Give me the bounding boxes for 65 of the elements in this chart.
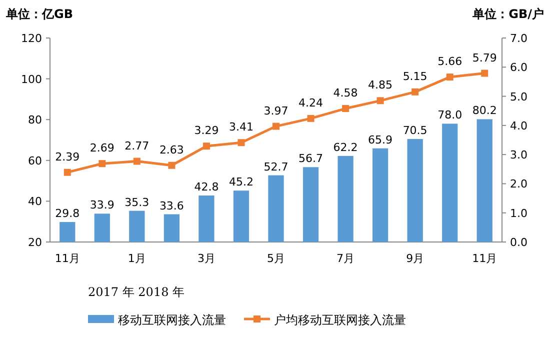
data-label: 3.29 — [194, 124, 219, 138]
x-tick-label: 5月 — [267, 252, 285, 265]
data-label: 4.85 — [368, 78, 393, 92]
point — [238, 139, 245, 146]
legend-label: 移动互联网接入流量 — [118, 313, 226, 327]
x-tick-label: 11月 — [54, 252, 80, 265]
point — [342, 105, 350, 112]
data-label: 2.39 — [55, 150, 80, 164]
y2-tick-label: 6.0 — [510, 61, 528, 74]
point — [481, 70, 488, 77]
data-label: 45.2 — [228, 176, 254, 189]
x-tick-label: 11月 — [472, 252, 498, 265]
text: 2017 年 2018 年 — [88, 285, 185, 299]
y2-tick-label: 0.0 — [510, 236, 528, 249]
data-label: 5.66 — [438, 55, 462, 68]
data-label: 4.58 — [333, 86, 358, 100]
y2-tick-label: 5.0 — [510, 90, 528, 104]
data-label: 29.8 — [55, 207, 80, 220]
y2-tick-label: 3.0 — [510, 148, 528, 162]
y-tick-label: 40 — [28, 195, 42, 208]
y-axis-title: 单位：亿GB — [5, 7, 73, 21]
data-label: 78.0 — [438, 108, 462, 122]
data-label: 4.24 — [298, 96, 324, 110]
x-tick-label: 1月 — [128, 252, 146, 265]
point — [446, 74, 454, 81]
point — [64, 168, 71, 176]
data-label: 42.8 — [194, 180, 219, 194]
point — [202, 142, 210, 150]
point — [272, 122, 280, 130]
data-label: 3.97 — [264, 104, 288, 118]
data-label: 52.7 — [264, 160, 288, 174]
legend-label: 户均移动互联网接入流量 — [274, 313, 406, 327]
data-label: 65.9 — [368, 133, 393, 146]
data-label: 56.7 — [298, 152, 324, 166]
x-tick-label: 9月 — [406, 252, 424, 265]
data-label: 2.63 — [159, 143, 184, 156]
y-tick-label: 100 — [21, 72, 42, 86]
y2-tick-label: 2.0 — [510, 178, 528, 191]
point — [376, 97, 384, 104]
data-label: 2.77 — [124, 139, 150, 152]
data-label: 5.79 — [472, 51, 497, 64]
data-label: 33.6 — [159, 199, 184, 212]
y2-tick-label: 7.0 — [510, 32, 528, 45]
point — [98, 160, 106, 168]
y-tick-label: 20 — [28, 236, 42, 249]
y-tick-label: 120 — [21, 32, 42, 45]
y2-tick-label: 4.0 — [510, 119, 528, 132]
x-tick-label: 7月 — [336, 252, 355, 265]
point — [412, 88, 419, 96]
y-tick-label: 60 — [28, 154, 42, 168]
data-label: 70.5 — [402, 124, 428, 137]
data-label: 2.69 — [90, 142, 114, 155]
y-tick-label: 80 — [28, 114, 42, 127]
data-label: 35.3 — [124, 196, 150, 209]
point — [168, 162, 176, 169]
data-label: 5.15 — [402, 70, 428, 83]
data-label: 3.41 — [228, 120, 254, 134]
y2-axis-title: 单位：GB/户 — [472, 7, 544, 21]
data-label: 33.9 — [90, 198, 114, 212]
x-tick-label: 3月 — [197, 252, 216, 265]
point — [133, 158, 140, 165]
point — [307, 114, 314, 122]
y2-tick-label: 1.0 — [510, 206, 528, 220]
data-label: 80.2 — [472, 104, 497, 118]
data-label: 62.2 — [333, 140, 358, 154]
